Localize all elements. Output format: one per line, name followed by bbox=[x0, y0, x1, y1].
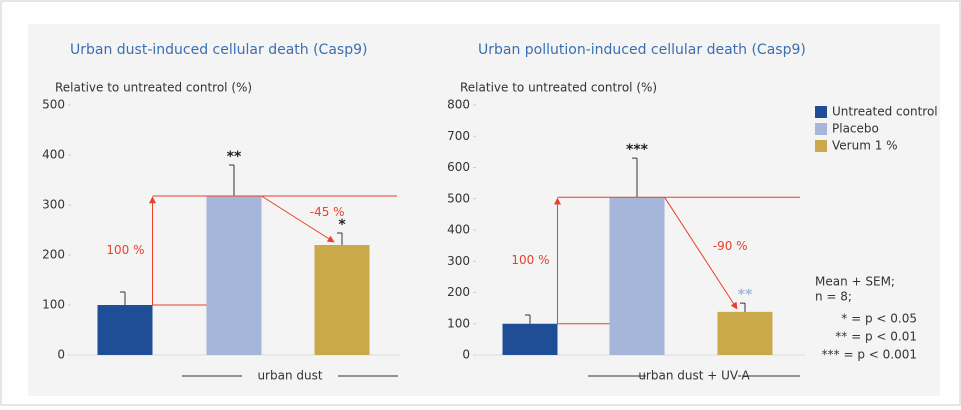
arrow bbox=[664, 196, 738, 310]
y-tick-label: 500 bbox=[447, 191, 470, 205]
y-tick-label: 500 bbox=[42, 98, 65, 112]
y-tick-label: 200 bbox=[42, 248, 65, 262]
y-tick-label: 100 bbox=[42, 298, 65, 312]
annotation: -45 % bbox=[310, 205, 345, 219]
note: n = 8; bbox=[815, 290, 852, 304]
y-tick-label: 200 bbox=[447, 285, 470, 299]
note: *** = p < 0.001 bbox=[822, 348, 917, 362]
y-tick-label: 400 bbox=[447, 223, 470, 237]
bar bbox=[717, 311, 773, 355]
note: ** = p < 0.01 bbox=[835, 330, 917, 344]
group-label-bg bbox=[242, 368, 338, 384]
arrow bbox=[261, 195, 335, 243]
y-tick-label: 600 bbox=[447, 160, 470, 174]
y-tick-label: 0 bbox=[57, 348, 65, 362]
bar bbox=[97, 305, 153, 355]
y-tick-label: 300 bbox=[42, 198, 65, 212]
y-axis-label: Relative to untreated control (%) bbox=[55, 81, 252, 95]
legend-label: Placebo bbox=[832, 122, 879, 136]
y-tick-label: 0 bbox=[462, 348, 470, 362]
significance: ** bbox=[227, 149, 242, 165]
legend-label: Verum 1 % bbox=[832, 139, 898, 153]
bar bbox=[609, 197, 665, 355]
annotation: 100 % bbox=[511, 253, 549, 267]
legend-swatch bbox=[815, 106, 827, 118]
panel bbox=[28, 24, 940, 396]
y-tick-label: 800 bbox=[447, 98, 470, 112]
significance: ** bbox=[738, 287, 753, 303]
group-label: urban dust bbox=[257, 369, 322, 383]
y-tick-label: 100 bbox=[447, 316, 470, 330]
significance: * bbox=[338, 217, 346, 233]
note: Mean + SEM; bbox=[815, 275, 895, 289]
bar bbox=[314, 245, 370, 355]
group-label: urban dust + UV-A bbox=[638, 369, 750, 383]
legend-label: Untreated control bbox=[832, 105, 938, 119]
annotation: -90 % bbox=[713, 239, 748, 253]
bar bbox=[502, 323, 558, 355]
group-label-bg bbox=[646, 368, 742, 384]
bar bbox=[206, 196, 262, 355]
significance: *** bbox=[626, 142, 649, 158]
chart-title: Urban pollution-induced cellular death (… bbox=[478, 42, 806, 58]
y-axis-label: Relative to untreated control (%) bbox=[460, 81, 657, 95]
legend-swatch bbox=[815, 140, 827, 152]
y-tick-label: 700 bbox=[447, 129, 470, 143]
annotation: 100 % bbox=[106, 243, 144, 257]
y-tick-label: 400 bbox=[42, 148, 65, 162]
legend-swatch bbox=[815, 123, 827, 135]
y-tick-label: 300 bbox=[447, 254, 470, 268]
note: * = p < 0.05 bbox=[841, 312, 917, 326]
chart-title: Urban dust-induced cellular death (Casp9… bbox=[70, 42, 367, 58]
